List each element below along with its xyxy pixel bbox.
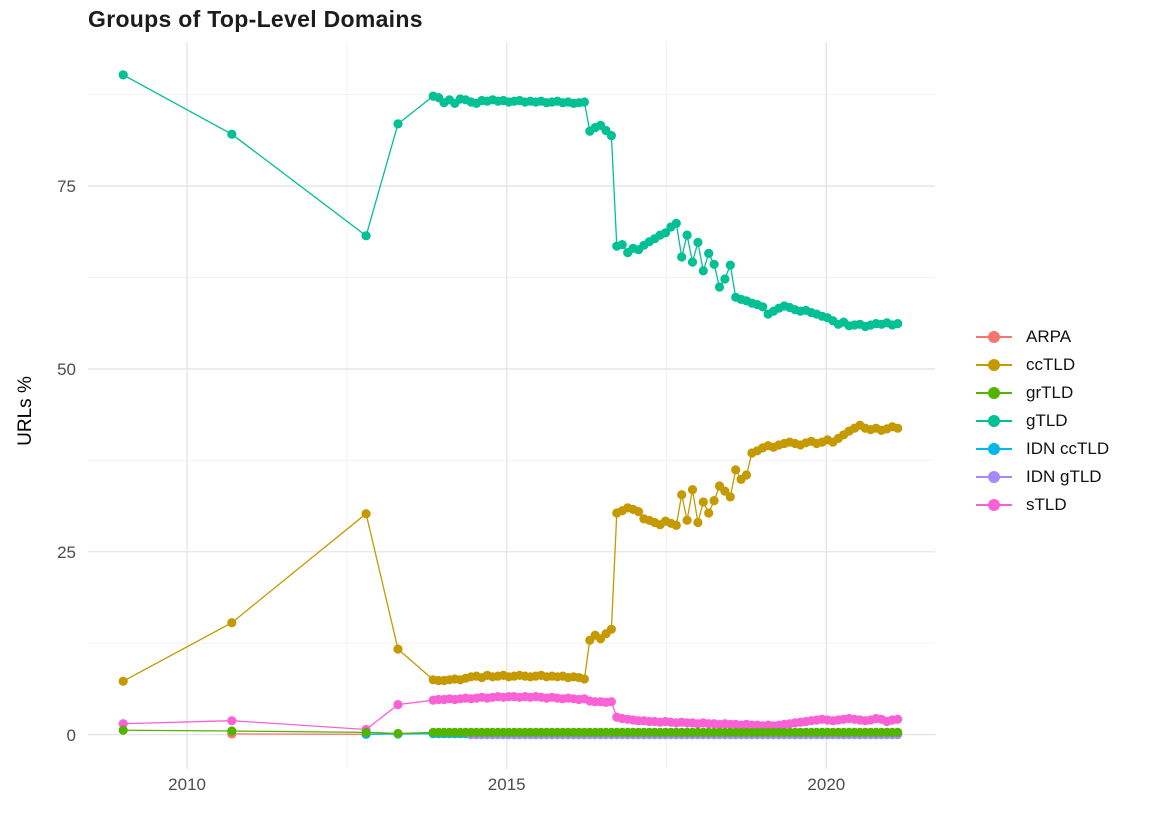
legend-key-icon — [976, 387, 1012, 399]
series-gtld — [118, 70, 903, 332]
legend-item-idn-cctld: IDN ccTLD — [976, 435, 1109, 463]
y-tick-label: 0 — [66, 725, 76, 745]
legend-label: ccTLD — [1026, 355, 1076, 374]
y-tick-label: 25 — [57, 542, 76, 562]
series-cctld — [118, 420, 903, 686]
legend-item-grtld: grTLD — [976, 379, 1109, 407]
gridlines — [88, 42, 935, 769]
legend-item-stld: sTLD — [976, 491, 1109, 519]
legend: ARPA ccTLD grTLD gTLD IDN ccTLD IDN gTLD sTLD — [976, 323, 1109, 519]
y-tick-label: 75 — [57, 177, 76, 197]
chart-title: Groups of Top-Level Domains — [88, 6, 423, 32]
x-tick-label: 2010 — [168, 775, 206, 794]
series-grtld — [118, 725, 903, 739]
legend-label: gTLD — [1026, 411, 1068, 430]
legend-item-cctld: ccTLD — [976, 351, 1109, 379]
legend-key-icon — [976, 499, 1012, 511]
legend-key-icon — [976, 415, 1012, 427]
legend-key-icon — [976, 359, 1012, 371]
legend-label: grTLD — [1026, 383, 1074, 402]
legend-label: sTLD — [1026, 495, 1067, 514]
legend-item-idn-gtld: IDN gTLD — [976, 463, 1109, 491]
legend-key-icon — [976, 443, 1012, 455]
legend-key-icon — [976, 331, 1012, 343]
series-stld — [118, 692, 903, 735]
x-tick-label: 2015 — [487, 775, 526, 794]
legend-item-arpa: ARPA — [976, 323, 1109, 351]
legend-key-icon — [976, 471, 1012, 483]
y-tick-label: 50 — [57, 359, 76, 379]
legend-label: IDN ccTLD — [1026, 439, 1110, 458]
legend-label: IDN gTLD — [1026, 467, 1102, 486]
legend-item-gtld: gTLD — [976, 407, 1109, 435]
legend-label: ARPA — [1026, 327, 1072, 346]
x-tick-label: 2020 — [807, 775, 846, 794]
